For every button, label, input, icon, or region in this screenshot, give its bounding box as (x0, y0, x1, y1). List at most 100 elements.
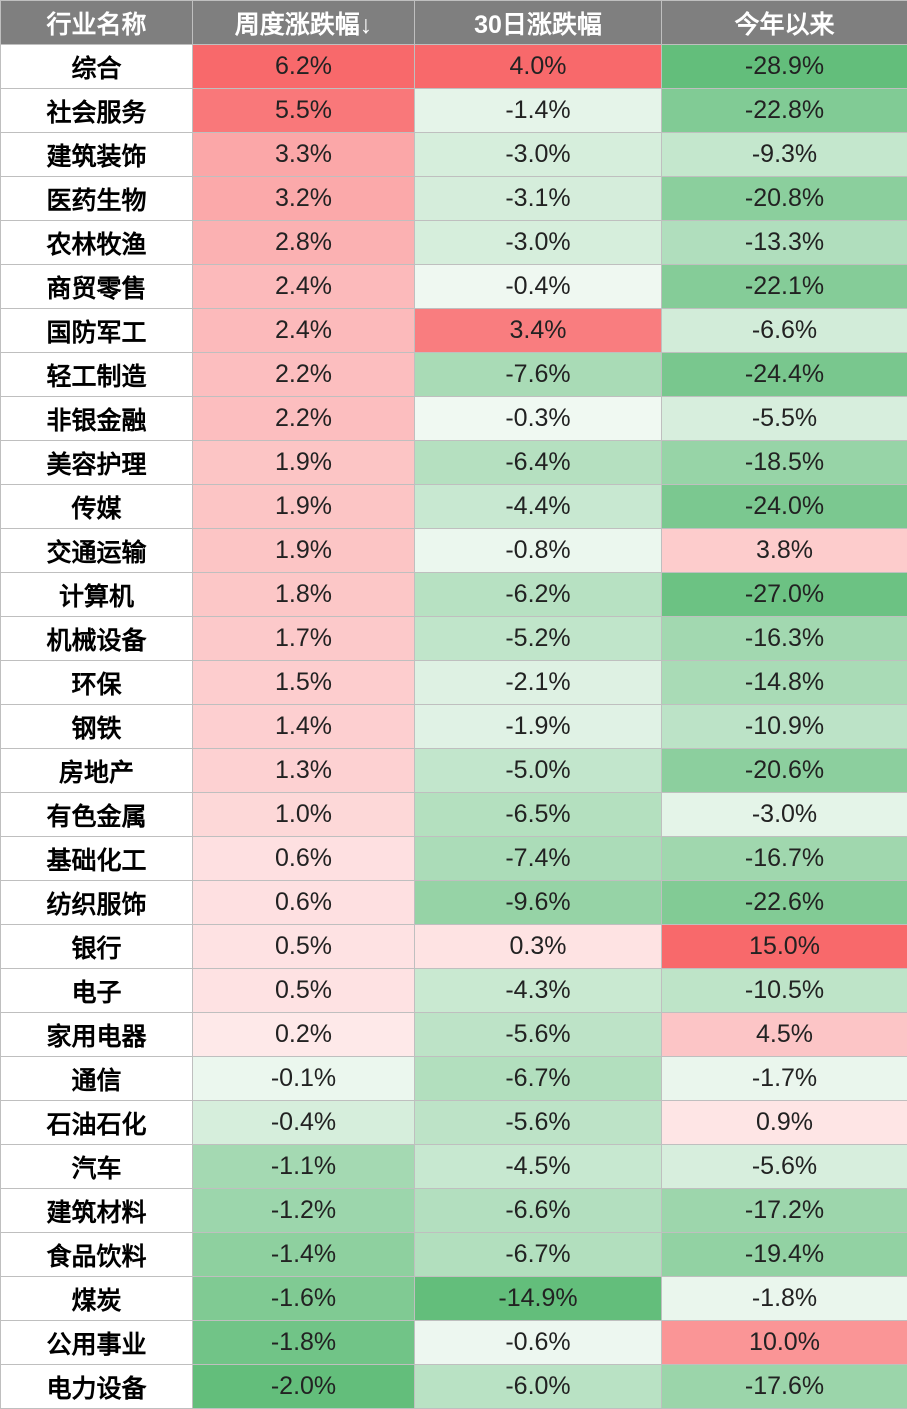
industry-name-cell: 商贸零售 (0, 264, 193, 309)
ytd-change-cell: -9.3% (661, 132, 907, 177)
industry-name-cell: 环保 (0, 660, 193, 705)
ytd-change-cell: -14.8% (661, 660, 907, 705)
industry-name-cell: 通信 (0, 1056, 193, 1101)
ytd-change-cell: -10.9% (661, 704, 907, 749)
industry-name-cell: 国防军工 (0, 308, 193, 353)
industry-name-cell: 美容护理 (0, 440, 193, 485)
weekly-change-cell: 2.4% (192, 308, 415, 353)
table-row: 环保 1.5% -2.1% -14.8% (0, 660, 907, 705)
ytd-change-cell: -3.0% (661, 792, 907, 837)
table-row: 农林牧渔 2.8% -3.0% -13.3% (0, 220, 907, 265)
industry-name-cell: 有色金属 (0, 792, 193, 837)
d30-change-cell: -6.4% (414, 440, 662, 485)
d30-change-cell: -5.2% (414, 616, 662, 661)
industry-name-cell: 计算机 (0, 572, 193, 617)
ytd-change-cell: -24.0% (661, 484, 907, 529)
industry-name-cell: 医药生物 (0, 176, 193, 221)
header-industry-name[interactable]: 行业名称 (0, 0, 193, 45)
d30-change-cell: -4.4% (414, 484, 662, 529)
ytd-change-cell: -16.3% (661, 616, 907, 661)
weekly-change-cell: 3.3% (192, 132, 415, 177)
d30-change-cell: -0.3% (414, 396, 662, 441)
industry-name-cell: 社会服务 (0, 88, 193, 133)
d30-change-cell: -9.6% (414, 880, 662, 925)
industry-name-cell: 食品饮料 (0, 1232, 193, 1277)
table-row: 交通运输 1.9% -0.8% 3.8% (0, 528, 907, 573)
header-weekly-change[interactable]: 周度涨跌幅↓ (192, 0, 415, 45)
ytd-change-cell: 0.9% (661, 1100, 907, 1145)
ytd-change-cell: -24.4% (661, 352, 907, 397)
d30-change-cell: 3.4% (414, 308, 662, 353)
table-row: 基础化工 0.6% -7.4% -16.7% (0, 836, 907, 881)
d30-change-cell: -7.6% (414, 352, 662, 397)
d30-change-cell: -1.9% (414, 704, 662, 749)
ytd-change-cell: -17.6% (661, 1364, 907, 1409)
weekly-change-cell: 3.2% (192, 176, 415, 221)
ytd-change-cell: -1.7% (661, 1056, 907, 1101)
table-row: 通信 -0.1% -6.7% -1.7% (0, 1056, 907, 1101)
industry-name-cell: 综合 (0, 44, 193, 89)
weekly-change-cell: 1.8% (192, 572, 415, 617)
d30-change-cell: -6.2% (414, 572, 662, 617)
weekly-change-cell: 1.4% (192, 704, 415, 749)
weekly-change-cell: 0.6% (192, 880, 415, 925)
weekly-change-cell: 0.6% (192, 836, 415, 881)
weekly-change-cell: -2.0% (192, 1364, 415, 1409)
table-row: 钢铁 1.4% -1.9% -10.9% (0, 704, 907, 749)
d30-change-cell: -3.1% (414, 176, 662, 221)
ytd-change-cell: -5.5% (661, 396, 907, 441)
d30-change-cell: -7.4% (414, 836, 662, 881)
table-row: 综合 6.2% 4.0% -28.9% (0, 44, 907, 89)
d30-change-cell: -1.4% (414, 88, 662, 133)
table-row: 汽车 -1.1% -4.5% -5.6% (0, 1144, 907, 1189)
weekly-change-cell: 1.9% (192, 440, 415, 485)
industry-name-cell: 非银金融 (0, 396, 193, 441)
ytd-change-cell: -19.4% (661, 1232, 907, 1277)
industry-name-cell: 钢铁 (0, 704, 193, 749)
industry-name-cell: 建筑装饰 (0, 132, 193, 177)
ytd-change-cell: 3.8% (661, 528, 907, 573)
table-row: 美容护理 1.9% -6.4% -18.5% (0, 440, 907, 485)
industry-name-cell: 电力设备 (0, 1364, 193, 1409)
industry-name-cell: 交通运输 (0, 528, 193, 573)
weekly-change-cell: 5.5% (192, 88, 415, 133)
industry-name-cell: 家用电器 (0, 1012, 193, 1057)
table-row: 机械设备 1.7% -5.2% -16.3% (0, 616, 907, 661)
industry-name-cell: 银行 (0, 924, 193, 969)
table-row: 社会服务 5.5% -1.4% -22.8% (0, 88, 907, 133)
d30-change-cell: -5.6% (414, 1100, 662, 1145)
ytd-change-cell: -28.9% (661, 44, 907, 89)
d30-change-cell: 0.3% (414, 924, 662, 969)
ytd-change-cell: -22.8% (661, 88, 907, 133)
d30-change-cell: -5.6% (414, 1012, 662, 1057)
industry-name-cell: 基础化工 (0, 836, 193, 881)
table-row: 医药生物 3.2% -3.1% -20.8% (0, 176, 907, 221)
header-ytd-change[interactable]: 今年以来 (661, 0, 907, 45)
d30-change-cell: 4.0% (414, 44, 662, 89)
header-row: 行业名称 周度涨跌幅↓ 30日涨跌幅 今年以来 (0, 0, 907, 45)
table-row: 家用电器 0.2% -5.6% 4.5% (0, 1012, 907, 1057)
table-row: 商贸零售 2.4% -0.4% -22.1% (0, 264, 907, 309)
ytd-change-cell: -20.8% (661, 176, 907, 221)
weekly-change-cell: 6.2% (192, 44, 415, 89)
table-row: 房地产 1.3% -5.0% -20.6% (0, 748, 907, 793)
d30-change-cell: -0.8% (414, 528, 662, 573)
table-row: 电子 0.5% -4.3% -10.5% (0, 968, 907, 1013)
industry-name-cell: 纺织服饰 (0, 880, 193, 925)
ytd-change-cell: -27.0% (661, 572, 907, 617)
weekly-change-cell: 2.2% (192, 396, 415, 441)
weekly-change-cell: 0.2% (192, 1012, 415, 1057)
industry-name-cell: 电子 (0, 968, 193, 1013)
table-row: 石油石化 -0.4% -5.6% 0.9% (0, 1100, 907, 1145)
weekly-change-cell: -1.4% (192, 1232, 415, 1277)
industry-name-cell: 建筑材料 (0, 1188, 193, 1233)
industry-name-cell: 机械设备 (0, 616, 193, 661)
weekly-change-cell: -1.1% (192, 1144, 415, 1189)
table-row: 煤炭 -1.6% -14.9% -1.8% (0, 1276, 907, 1321)
header-30d-change[interactable]: 30日涨跌幅 (414, 0, 662, 45)
table-row: 建筑装饰 3.3% -3.0% -9.3% (0, 132, 907, 177)
d30-change-cell: -4.3% (414, 968, 662, 1013)
ytd-change-cell: -13.3% (661, 220, 907, 265)
weekly-change-cell: 2.8% (192, 220, 415, 265)
